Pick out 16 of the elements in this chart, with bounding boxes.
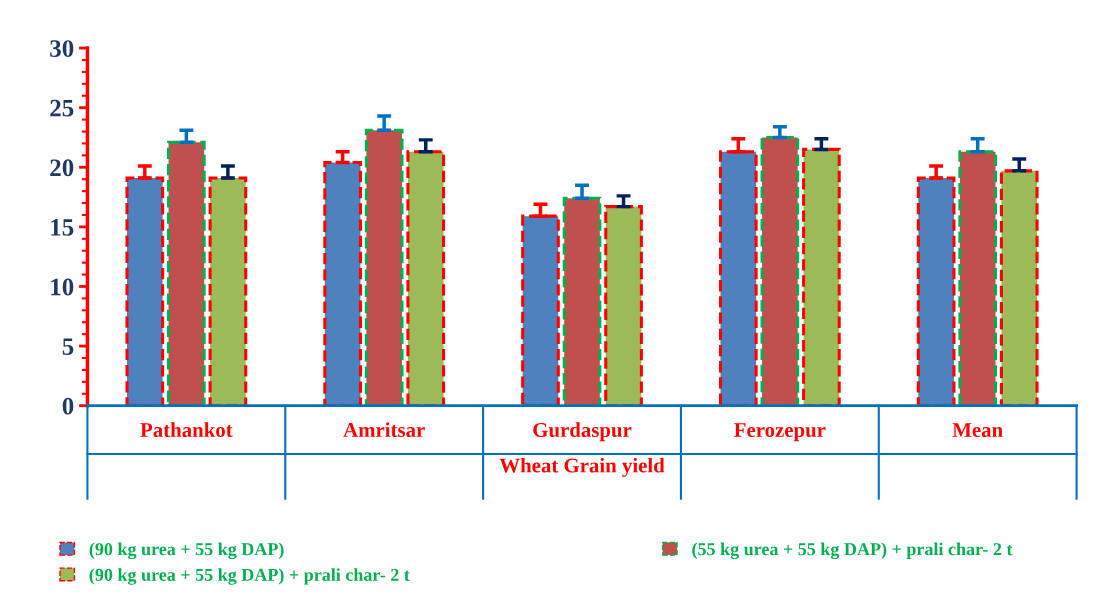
x-tick-label: Mean	[952, 423, 1003, 437]
y-tick-label: 15	[51, 219, 74, 236]
y-tick-label: 30	[50, 40, 74, 57]
x-tick-label: Gurdaspur	[533, 422, 632, 442]
y-tick-label: 20	[50, 159, 74, 177]
legend-label: (55 kg urea + 55 kg DAP) + prali char- 2 t	[692, 542, 1013, 560]
legend-label: (90 kg urea + 55 kg DAP) + prali char- 2 t	[89, 568, 410, 585]
x-tick-label: Pathankot	[140, 422, 233, 437]
y-tick-label: 10	[51, 278, 74, 296]
x-tick-label: Ferozepur	[734, 423, 826, 442]
x-tick-label: Amritsar	[343, 422, 425, 437]
x-axis-title: Wheat Grain yield	[499, 457, 665, 477]
y-tick-label: 0	[62, 397, 74, 415]
legend-label: (90 kg urea + 55 kg DAP)	[89, 542, 284, 560]
y-tick-label: 25	[50, 99, 74, 117]
y-tick-label: 5	[62, 338, 74, 355]
